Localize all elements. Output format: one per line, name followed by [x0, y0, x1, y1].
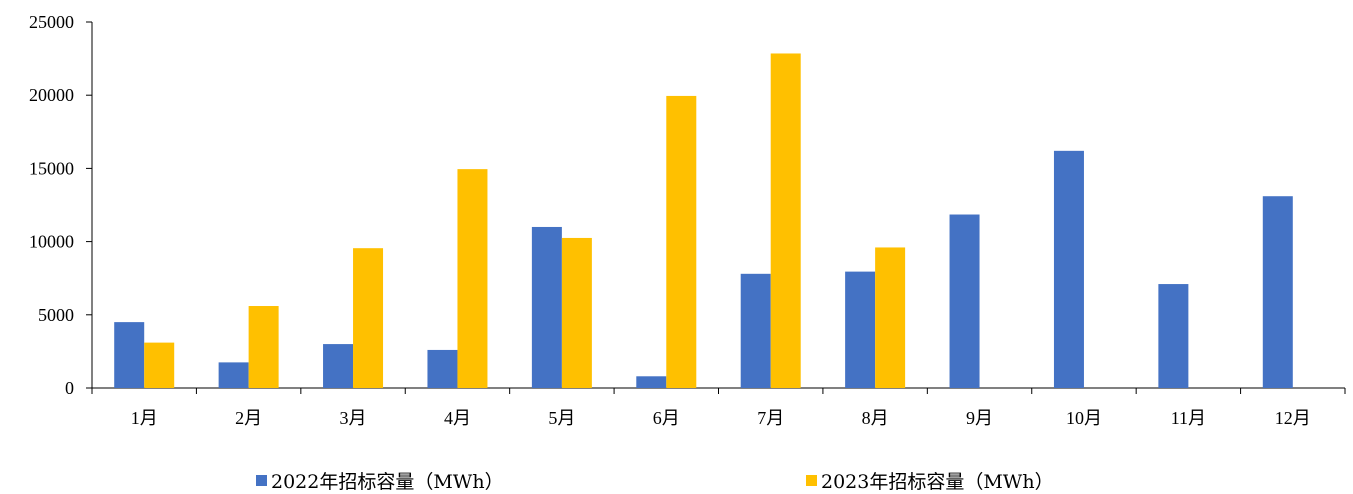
legend-item-2022: 2022年招标容量（MWh） [256, 468, 504, 493]
x-tick-label: 12月 [1275, 408, 1311, 428]
bar-2022 [1053, 150, 1084, 388]
y-tick-label: 10000 [29, 232, 74, 252]
legend-swatch-2023 [806, 474, 817, 486]
x-axis: 1月 2月 3月 4月 5月 6月 7月 8月 9月 10月 11月 12月 [91, 387, 1346, 428]
bar-2023 [561, 237, 592, 388]
y-tick-label: 20000 [29, 85, 74, 105]
x-tick-label: 2月 [235, 408, 262, 428]
bar-2022 [323, 344, 354, 388]
bar-2023 [666, 95, 697, 388]
bar-2022 [1262, 196, 1293, 388]
x-tick-label: 10月 [1066, 408, 1102, 428]
bar-2023 [875, 247, 906, 388]
bar-2022 [427, 349, 458, 388]
x-tick-label: 7月 [757, 408, 784, 428]
bars [114, 53, 1293, 388]
y-tick-label: 15000 [29, 158, 74, 178]
y-tick-label: 5000 [38, 305, 74, 325]
legend-label-2023: 2023年招标容量（MWh） [821, 470, 1054, 493]
legend-label-2022: 2022年招标容量（MWh） [271, 470, 504, 493]
y-tick-label: 0 [65, 378, 74, 398]
legend-item-2023: 2023年招标容量（MWh） [806, 468, 1054, 493]
x-tick-label: 4月 [444, 408, 471, 428]
bar-2023 [144, 342, 175, 388]
x-tick-label: 8月 [862, 408, 889, 428]
bar-2022 [845, 271, 876, 388]
bar-2022 [636, 376, 667, 388]
y-tick-label: 25000 [29, 12, 74, 32]
bar-2022 [114, 322, 145, 388]
x-tick-label: 5月 [548, 408, 575, 428]
bar-2022 [218, 362, 249, 388]
bar-2023 [770, 53, 801, 388]
x-tick-label: 1月 [131, 408, 158, 428]
bar-2022 [740, 273, 771, 388]
x-tick-label: 9月 [966, 408, 993, 428]
bar-2023 [248, 306, 279, 388]
bar-2023 [353, 248, 384, 388]
bar-2023 [457, 169, 488, 388]
bar-2022 [531, 226, 562, 388]
x-tick-label: 6月 [653, 408, 680, 428]
x-tick-label: 3月 [340, 408, 367, 428]
bar-2022 [1158, 284, 1189, 388]
legend-swatch-2022 [256, 474, 267, 486]
x-tick-label: 11月 [1171, 408, 1206, 428]
bar-2022 [949, 214, 980, 388]
y-axis: 0 5000 10000 15000 20000 25000 [29, 12, 93, 398]
